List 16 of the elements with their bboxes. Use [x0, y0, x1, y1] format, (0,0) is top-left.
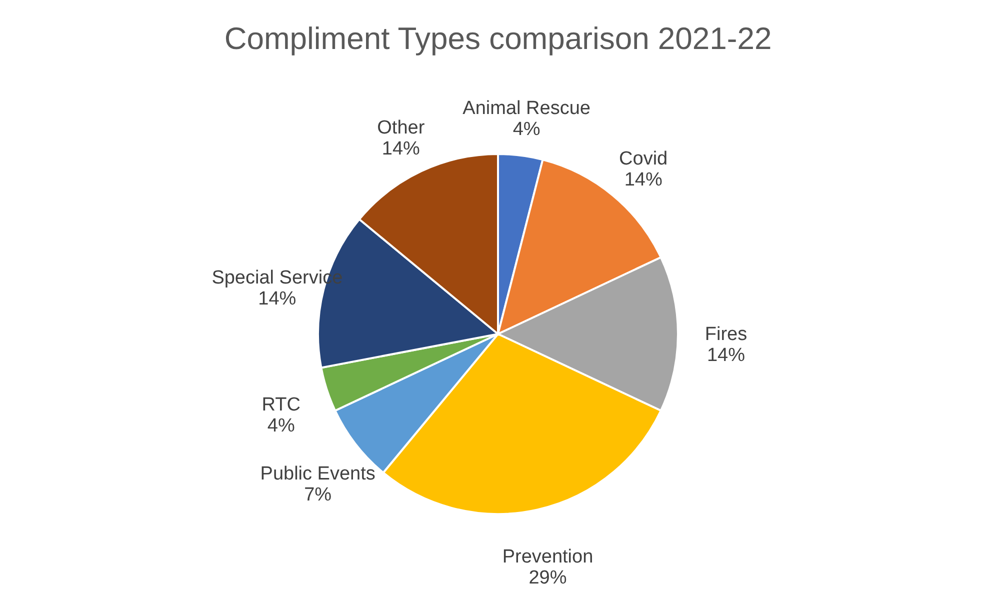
data-label: 14% — [258, 288, 296, 310]
data-label: 14% — [382, 138, 420, 160]
data-label: 4% — [512, 118, 540, 140]
chart-title: Compliment Types comparison 2021-22 — [224, 21, 772, 56]
slice-label: Fires — [704, 324, 748, 345]
slice-label: Covid — [619, 148, 668, 170]
data-label: 4% — [267, 415, 295, 436]
slice-label: RTC — [262, 394, 301, 416]
slice-label: Other — [377, 118, 426, 139]
slice-label: Public Events — [260, 464, 376, 485]
slice-label: Animal Rescue — [462, 98, 590, 119]
data-label: 7% — [304, 484, 332, 506]
data-label: 29% — [528, 568, 567, 589]
slice-label: Prevention — [502, 546, 594, 568]
data-label: 14% — [706, 345, 746, 366]
data-label: 14% — [624, 169, 662, 190]
